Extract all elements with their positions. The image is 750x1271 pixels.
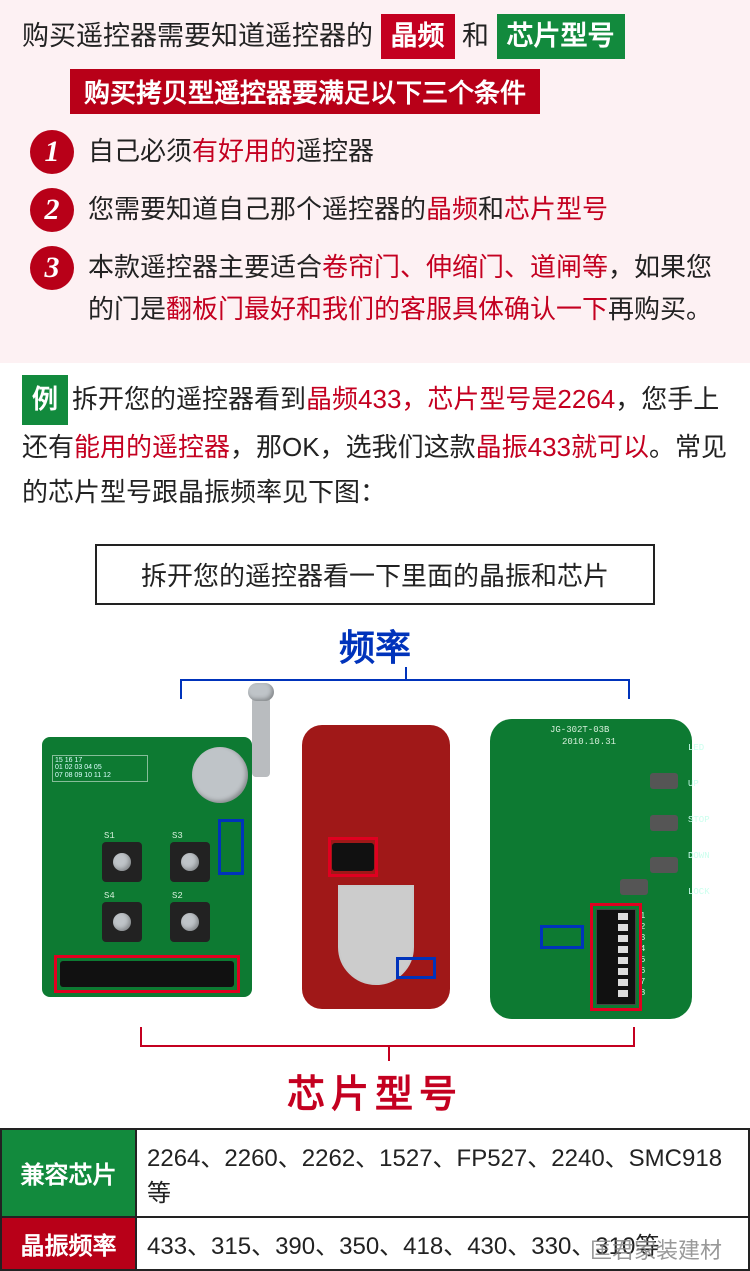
pcb-diagram: 15 16 17 01 02 03 04 05 07 08 09 10 11 1… — [0, 677, 750, 1057]
example-block: 例拆开您的遥控器看到晶频433，芯片型号是2264，您手上还有能用的遥控器，那O… — [0, 363, 750, 536]
condition-item: 1 自己必须有好用的遥控器 — [30, 130, 728, 174]
condition-item: 3 本款遥控器主要适合卷帘门、伸缩门、道闸等，如果您的门是翻板门最好和我们的客服具… — [30, 246, 728, 332]
condition-text: 本款遥控器主要适合卷帘门、伸缩门、道闸等，如果您的门是翻板门最好和我们的客服具体… — [88, 246, 728, 332]
condition-number: 1 — [30, 130, 74, 174]
condition-number: 2 — [30, 188, 74, 232]
spec-value: 2264、2260、2262、1527、FP527、2240、SMC918等 — [136, 1129, 749, 1217]
condition-text: 您需要知道自己那个遥控器的晶频和芯片型号 — [88, 188, 728, 231]
header-prefix: 购买遥控器需要知道遥控器的 — [22, 21, 373, 51]
header-line: 购买遥控器需要知道遥控器的 晶频 和 芯片型号 — [22, 14, 728, 59]
chip-title: 芯片型号 — [0, 1063, 750, 1118]
tag-crystal: 晶频 — [381, 14, 455, 59]
condition-text: 自己必须有好用的遥控器 — [88, 130, 728, 173]
chip-highlight — [328, 837, 378, 877]
watermark: 匡君家装建材 — [590, 1233, 722, 1265]
header-joiner: 和 — [462, 21, 489, 51]
tag-chip: 芯片型号 — [497, 14, 625, 59]
crystal-highlight — [540, 925, 584, 949]
condition-number: 3 — [30, 246, 74, 290]
sub-banner: 购买拷贝型遥控器要满足以下三个条件 — [70, 69, 540, 114]
crystal-highlight — [396, 957, 436, 979]
spec-label: 兼容芯片 — [1, 1129, 136, 1217]
example-tag: 例 — [22, 375, 68, 425]
frequency-title: 频率 — [0, 619, 750, 671]
diagram-instruction: 拆开您的遥控器看一下里面的晶振和芯片 — [95, 544, 655, 605]
intro-section: 购买遥控器需要知道遥控器的 晶频 和 芯片型号 购买拷贝型遥控器要满足以下三个条… — [0, 0, 750, 363]
chip-highlight — [590, 903, 642, 1011]
spec-row: 兼容芯片2264、2260、2262、1527、FP527、2240、SMC91… — [1, 1129, 749, 1217]
condition-item: 2 您需要知道自己那个遥控器的晶频和芯片型号 — [30, 188, 728, 232]
crystal-highlight — [218, 819, 244, 875]
spec-label: 晶振频率 — [1, 1217, 136, 1270]
conditions-list: 1 自己必须有好用的遥控器 2 您需要知道自己那个遥控器的晶频和芯片型号 3 本款遥控器主… — [22, 130, 728, 332]
chip-highlight — [54, 955, 240, 993]
